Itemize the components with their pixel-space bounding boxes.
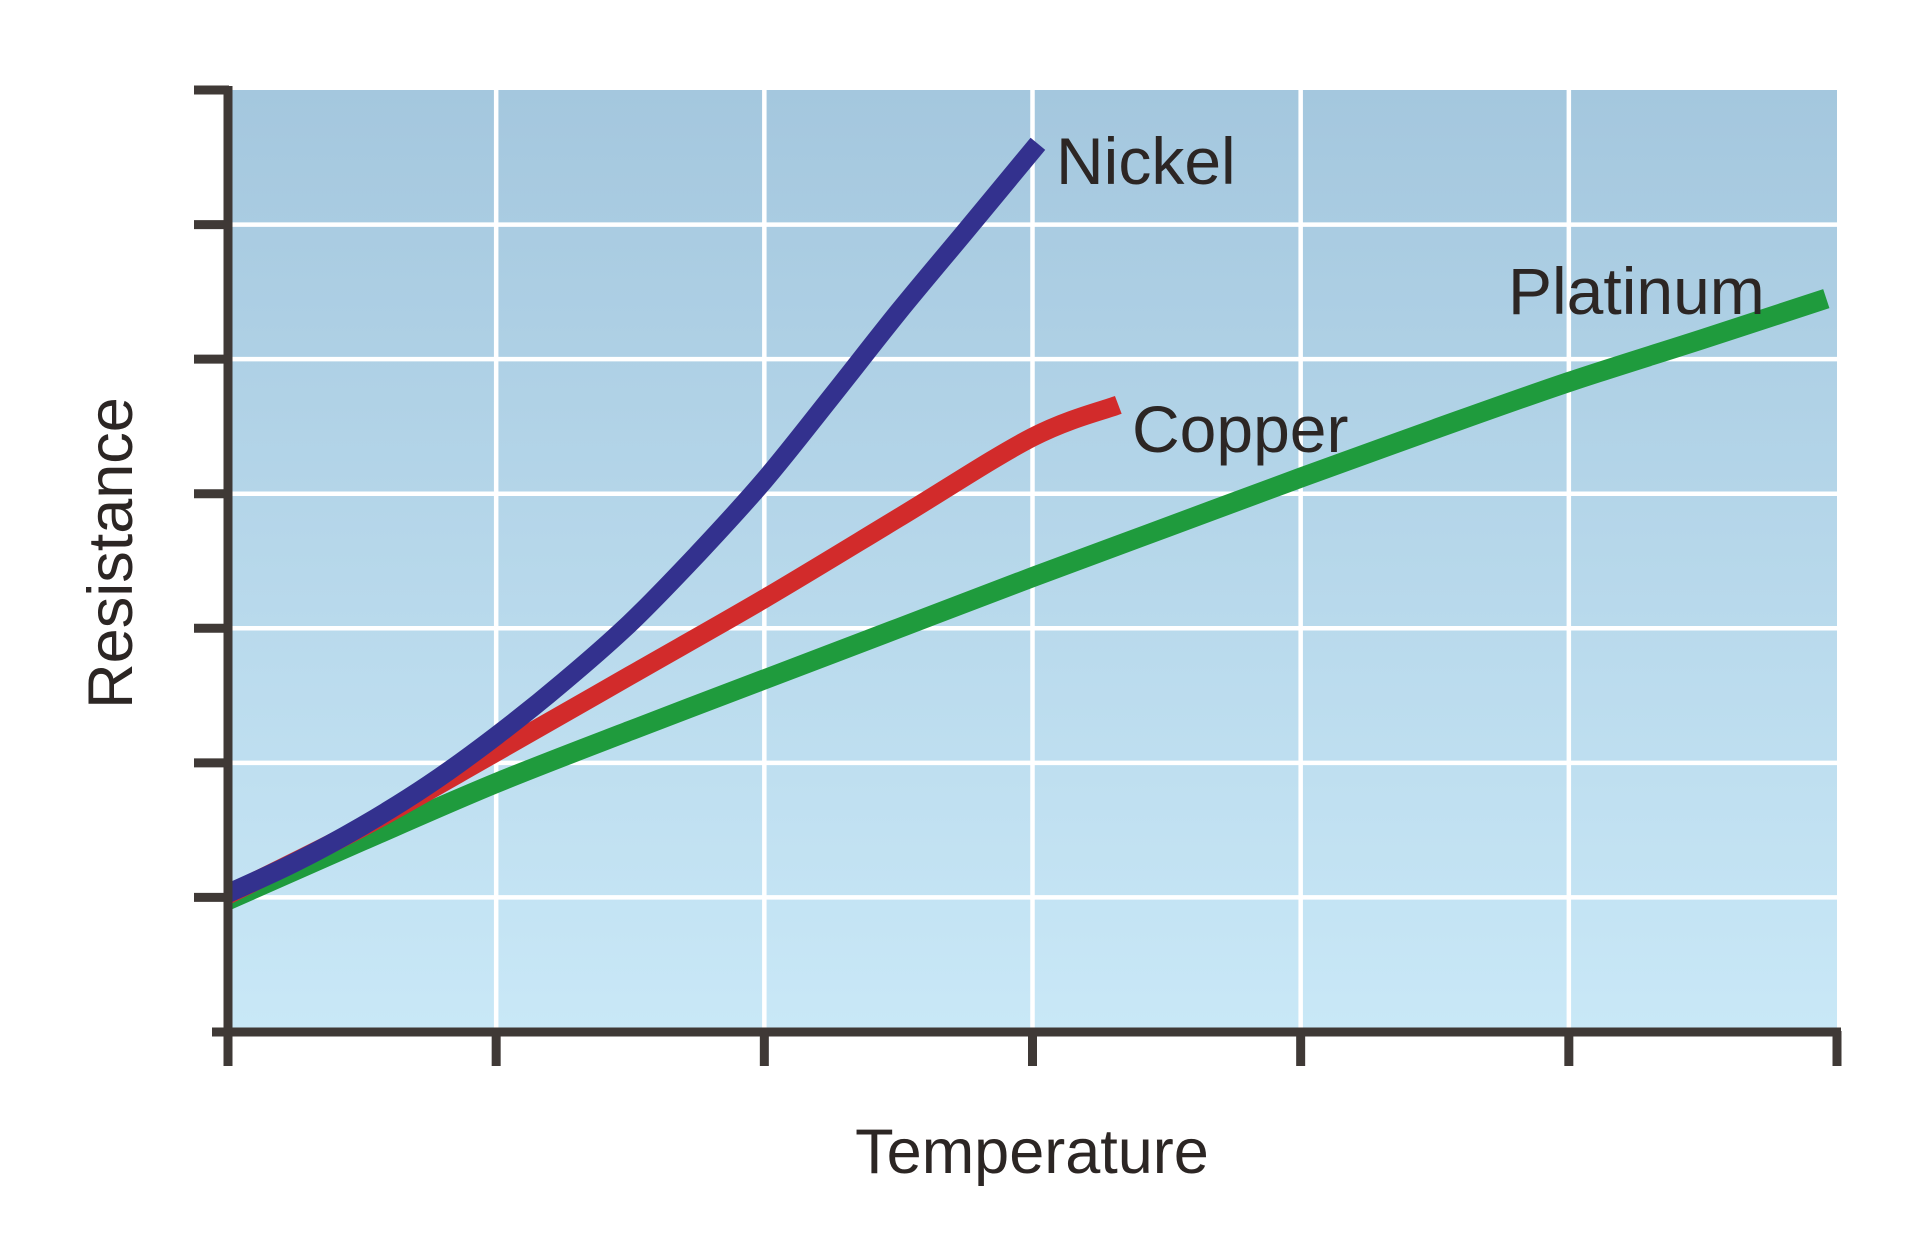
series-label-copper: Copper <box>1132 392 1348 466</box>
platinum-curve <box>223 289 1830 910</box>
nickel-curve <box>224 137 1046 903</box>
x-axis-label: Temperature <box>855 1117 1209 1187</box>
gridlines <box>228 90 1837 1032</box>
series-label-platinum: Platinum <box>1508 254 1765 328</box>
y-axis-label: Resistance <box>76 397 146 709</box>
series-curves <box>223 137 1830 910</box>
series-label-nickel: Nickel <box>1056 124 1236 198</box>
axes <box>194 85 1842 1066</box>
